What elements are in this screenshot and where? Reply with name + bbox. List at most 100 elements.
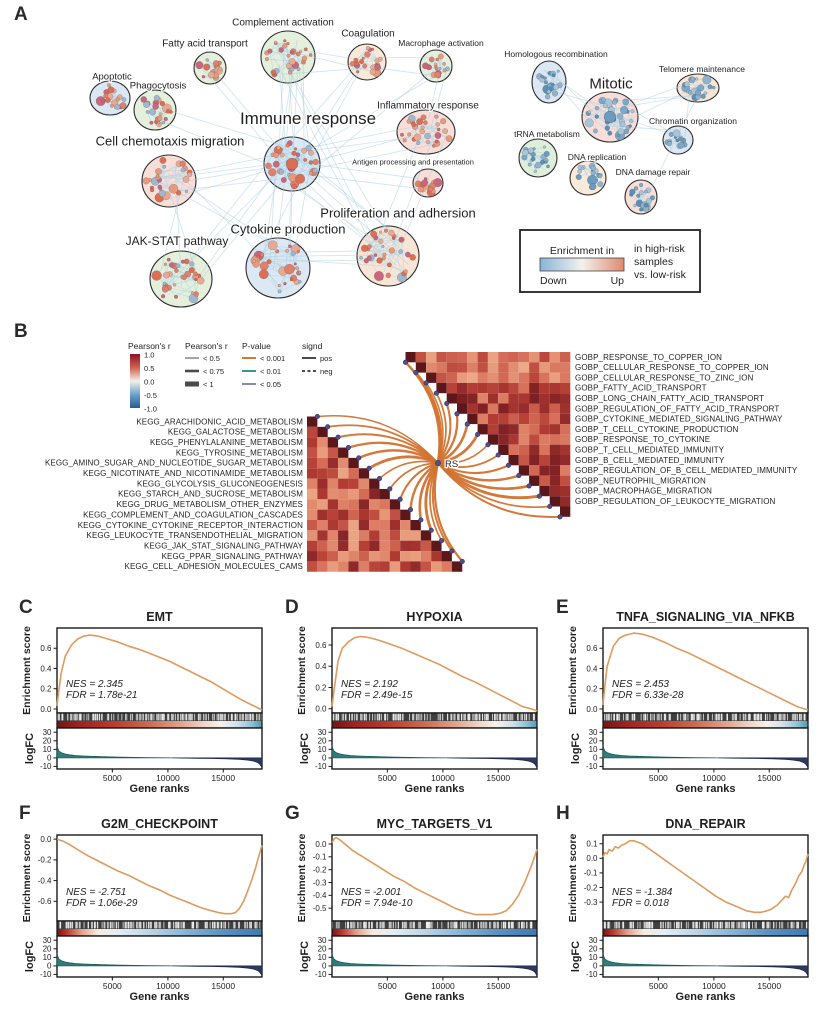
es-tick-label: -0.3 xyxy=(313,878,327,887)
gene-set-node xyxy=(677,142,685,149)
rs-pathway-link xyxy=(399,461,440,501)
logfc-tick-label: 0 xyxy=(322,753,327,762)
gobp-heatmap-cell xyxy=(467,352,478,363)
cluster-label: Chromatin organization xyxy=(649,116,737,126)
gene-set-node xyxy=(286,53,291,58)
kegg-heatmap-cell xyxy=(317,488,328,500)
gene-rug-band xyxy=(332,713,537,721)
kegg-heatmap-cell xyxy=(327,447,339,458)
gobp-heatmap-cell xyxy=(457,362,468,373)
gene-set-node xyxy=(187,171,193,178)
kegg-heatmap-cell xyxy=(410,520,421,531)
pathway-node-dot xyxy=(428,527,434,533)
gene-set-node xyxy=(277,283,281,288)
gene-set-node xyxy=(680,137,687,144)
gobp-heatmap-cell xyxy=(498,393,509,404)
nes-annotation: NES = 2.345 xyxy=(66,679,123,690)
pathway-node-dot xyxy=(449,548,455,554)
kegg-heatmap-cell xyxy=(327,457,339,469)
logfc-tick-label: 10 xyxy=(318,745,327,754)
signd-legend-label: pos xyxy=(320,354,332,363)
x-tick-label: 5000 xyxy=(378,981,397,991)
gene-set-node xyxy=(601,97,607,103)
gene-set-node xyxy=(259,261,269,271)
gene-set-node xyxy=(403,269,408,274)
es-tick-label: 0.0 xyxy=(40,705,52,714)
gobp-heatmap-cell xyxy=(436,372,447,383)
gobp-heatmap-cell xyxy=(549,424,560,435)
logfc-axis-label: logFC xyxy=(570,733,582,764)
es-tick-label: 0.0 xyxy=(586,705,598,714)
logfc-positive-area xyxy=(331,745,447,759)
network-edge xyxy=(193,161,283,284)
es-tick-label: -0.2 xyxy=(38,856,52,865)
gene-set-node xyxy=(182,175,190,183)
logfc-axis-label: logFC xyxy=(299,941,311,972)
es-tick-label: 0.4 xyxy=(586,664,598,673)
gene-set-node xyxy=(645,197,652,204)
pathway-node-dot xyxy=(505,462,512,468)
logfc-tick-label: -10 xyxy=(315,762,327,771)
rank-gradient-band xyxy=(332,929,537,936)
gene-set-node xyxy=(619,121,626,128)
gene-set-node xyxy=(378,238,384,244)
gene-set-node xyxy=(435,122,440,127)
es-axis-label: Enrichment score xyxy=(296,626,308,715)
x-tick-label: 15000 xyxy=(486,773,510,783)
gobp-heatmap-cell xyxy=(405,352,416,363)
network-edge xyxy=(255,263,280,292)
logfc-tick-label: -10 xyxy=(586,970,598,979)
gene-set-node xyxy=(435,57,440,62)
gobp-heatmap-cell xyxy=(498,413,509,425)
gobp-heatmap-cell xyxy=(529,382,540,394)
gene-set-node xyxy=(445,135,453,143)
pvalue-legend-label: < 0.001 xyxy=(260,354,285,363)
gene-set-node xyxy=(409,254,416,261)
gene-set-node xyxy=(297,279,302,284)
cluster-label: Antigen processing and presentation xyxy=(352,158,474,167)
logfc-tick-label: 10 xyxy=(589,745,598,754)
gene-set-node xyxy=(442,62,446,66)
logfc-axis-label: logFC xyxy=(24,733,36,764)
gene-set-node xyxy=(162,281,167,286)
enrichment-score-curve xyxy=(331,635,538,712)
kegg-heatmap-cell xyxy=(379,561,390,572)
gene-set-node xyxy=(675,138,680,143)
x-axis-label: Gene ranks xyxy=(130,991,190,1003)
gene-set-node xyxy=(547,82,552,88)
x-tick-label: 5000 xyxy=(103,981,122,991)
gene-set-node xyxy=(168,262,175,268)
gene-set-node xyxy=(638,182,644,188)
gobp-heatmap-cell xyxy=(518,393,530,404)
panel-e-letter: E xyxy=(556,597,569,618)
kegg-heatmap-cell xyxy=(379,530,390,541)
pathway-node-dot xyxy=(325,424,331,430)
gobp-heatmap-cell xyxy=(508,393,519,404)
es-tick-label: 0.6 xyxy=(40,644,52,653)
es-tick-label: -0.6 xyxy=(38,897,52,906)
gene-set-node xyxy=(270,69,277,76)
gobp-heatmap-cell xyxy=(508,424,519,435)
rank-gradient-band xyxy=(57,929,262,936)
gene-set-node xyxy=(370,230,378,238)
cluster-label: Telomere maintenance xyxy=(659,64,745,74)
kegg-heatmap-cell xyxy=(307,478,318,489)
logfc-positive-area xyxy=(602,745,718,759)
gobp-heatmap-cell xyxy=(508,444,519,455)
gene-set-node xyxy=(297,270,302,275)
gene-set-node xyxy=(422,62,429,70)
kegg-heatmap-cell xyxy=(379,540,390,552)
panel-a-letter: A xyxy=(14,4,28,25)
es-axis-label: Enrichment score xyxy=(567,626,579,715)
pathway-node-dot xyxy=(418,517,424,523)
es-tick-label: -0.3 xyxy=(584,898,598,907)
gene-set-node xyxy=(158,112,163,117)
es-tick-label: -0.2 xyxy=(313,865,327,874)
logfc-tick-label: 30 xyxy=(43,936,52,945)
gene-set-node xyxy=(617,128,625,135)
gene-set-node xyxy=(214,68,219,73)
network-edge xyxy=(607,110,626,129)
network-edge xyxy=(297,127,410,151)
kegg-heatmap-cell xyxy=(307,499,318,510)
logfc-tick-label: -10 xyxy=(40,970,52,979)
